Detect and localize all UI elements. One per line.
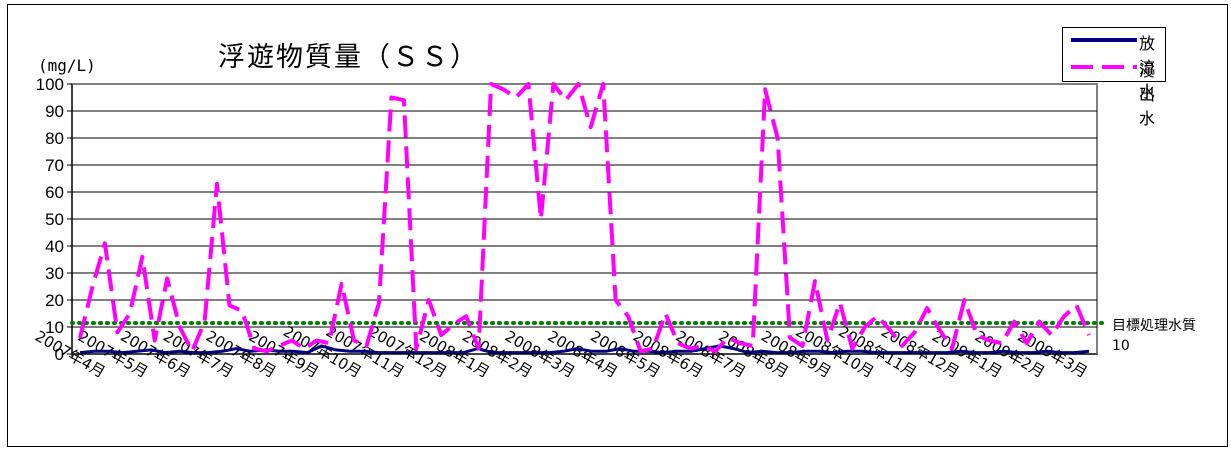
series-line-effluent	[79, 344, 1090, 355]
y-tick-label: 60	[45, 183, 64, 202]
series-line-leachate	[78, 82, 1091, 354]
y-tick-label: 10	[45, 318, 64, 337]
y-tick-label: 40	[45, 237, 64, 256]
y-axis-unit-label: (mg/L)	[38, 56, 96, 75]
y-tick-label: 20	[45, 291, 64, 310]
target-line-label: 目標処理水質 10	[1112, 316, 1196, 356]
chart-canvas: 01020304050607080901002007年4月2007年5月2007…	[32, 75, 1105, 381]
y-tick-label: 80	[45, 129, 64, 148]
legend-entry-effluent: 放流水	[1063, 28, 1167, 101]
y-tick-label: 0	[55, 345, 64, 364]
legend-swatch-solid-line-icon	[1071, 38, 1137, 42]
chart-legend: 放流水 浸出水	[1062, 27, 1167, 128]
y-tick-label: 50	[45, 210, 64, 229]
legend-entry-leachate: 浸出水	[1063, 55, 1167, 128]
chart-title: 浮遊物質量（ＳＳ）	[218, 42, 479, 73]
legend-label-leachate: 浸出水	[1139, 61, 1156, 128]
target-line-label-title: 目標処理水質	[1112, 318, 1196, 334]
legend-label-effluent: 放流水	[1139, 34, 1156, 101]
y-tick-label: 70	[45, 156, 64, 175]
legend-swatch-dashed-line-icon	[1071, 65, 1137, 69]
chart-frame: 0 10 20 30 40 50 60 70 80 90 100 2007年4月 2007年5月 2007…	[7, 4, 1228, 447]
y-tick-label: 100	[36, 75, 64, 94]
y-tick-label: 30	[45, 264, 64, 283]
target-line-label-value: 10	[1112, 338, 1130, 354]
y-tick-label: 90	[45, 102, 64, 121]
